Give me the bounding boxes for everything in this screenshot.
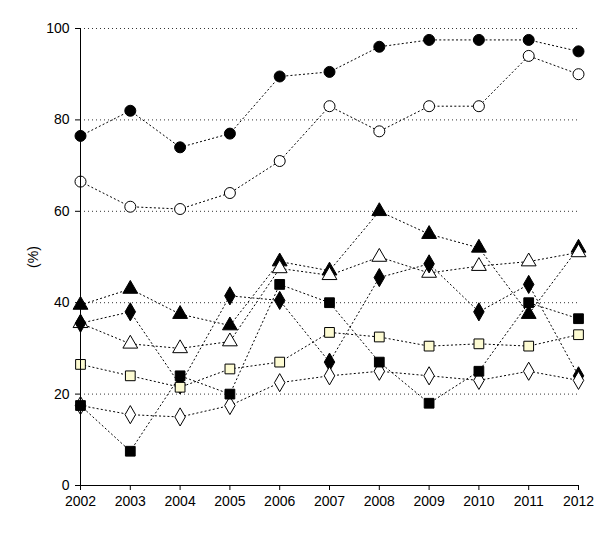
- svg-text:0: 0: [62, 477, 70, 493]
- svg-text:20: 20: [54, 386, 70, 402]
- svg-text:2007: 2007: [314, 493, 345, 509]
- svg-text:2004: 2004: [165, 493, 196, 509]
- svg-text:100: 100: [46, 20, 70, 36]
- svg-text:2002: 2002: [65, 493, 96, 509]
- svg-text:2005: 2005: [214, 493, 245, 509]
- svg-text:2008: 2008: [364, 493, 395, 509]
- svg-text:2006: 2006: [264, 493, 295, 509]
- svg-text:60: 60: [54, 203, 70, 219]
- svg-text:(%): (%): [25, 246, 41, 268]
- svg-text:2012: 2012: [563, 493, 594, 509]
- svg-text:2003: 2003: [115, 493, 146, 509]
- svg-text:80: 80: [54, 111, 70, 127]
- svg-text:2010: 2010: [463, 493, 494, 509]
- svg-text:40: 40: [54, 294, 70, 310]
- svg-text:2009: 2009: [414, 493, 445, 509]
- svg-text:2011: 2011: [514, 493, 544, 509]
